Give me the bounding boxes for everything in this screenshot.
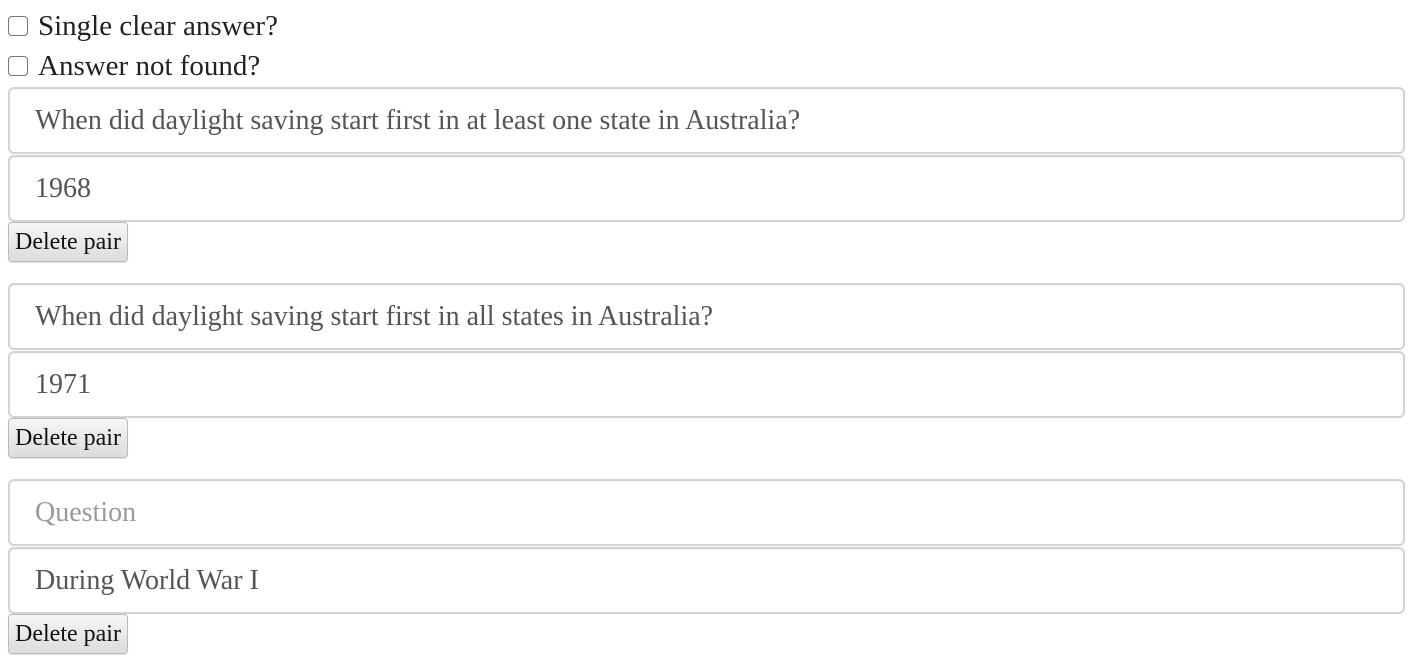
answer-input-1[interactable]: 1968 (8, 155, 1405, 222)
answer-not-found-option: Answer not found? (8, 50, 260, 82)
question-input-2[interactable]: When did daylight saving start first in … (8, 283, 1405, 350)
question-input-1[interactable]: When did daylight saving start first in … (8, 87, 1405, 154)
answer-input-2[interactable]: 1971 (8, 351, 1405, 418)
answer-not-found-checkbox[interactable] (8, 56, 28, 76)
answer-input-3[interactable]: During World War I (8, 547, 1405, 614)
answer-not-found-label: Answer not found? (38, 50, 261, 82)
question-input-3[interactable]: Question (8, 479, 1405, 546)
delete-pair-button-1[interactable]: Delete pair (8, 222, 128, 262)
delete-pair-button-2[interactable]: Delete pair (8, 418, 128, 458)
single-clear-answer-label: Single clear answer? (38, 10, 278, 42)
single-clear-answer-option: Single clear answer? (8, 10, 278, 42)
single-clear-answer-checkbox[interactable] (8, 16, 28, 36)
delete-pair-button-3[interactable]: Delete pair (8, 614, 128, 654)
